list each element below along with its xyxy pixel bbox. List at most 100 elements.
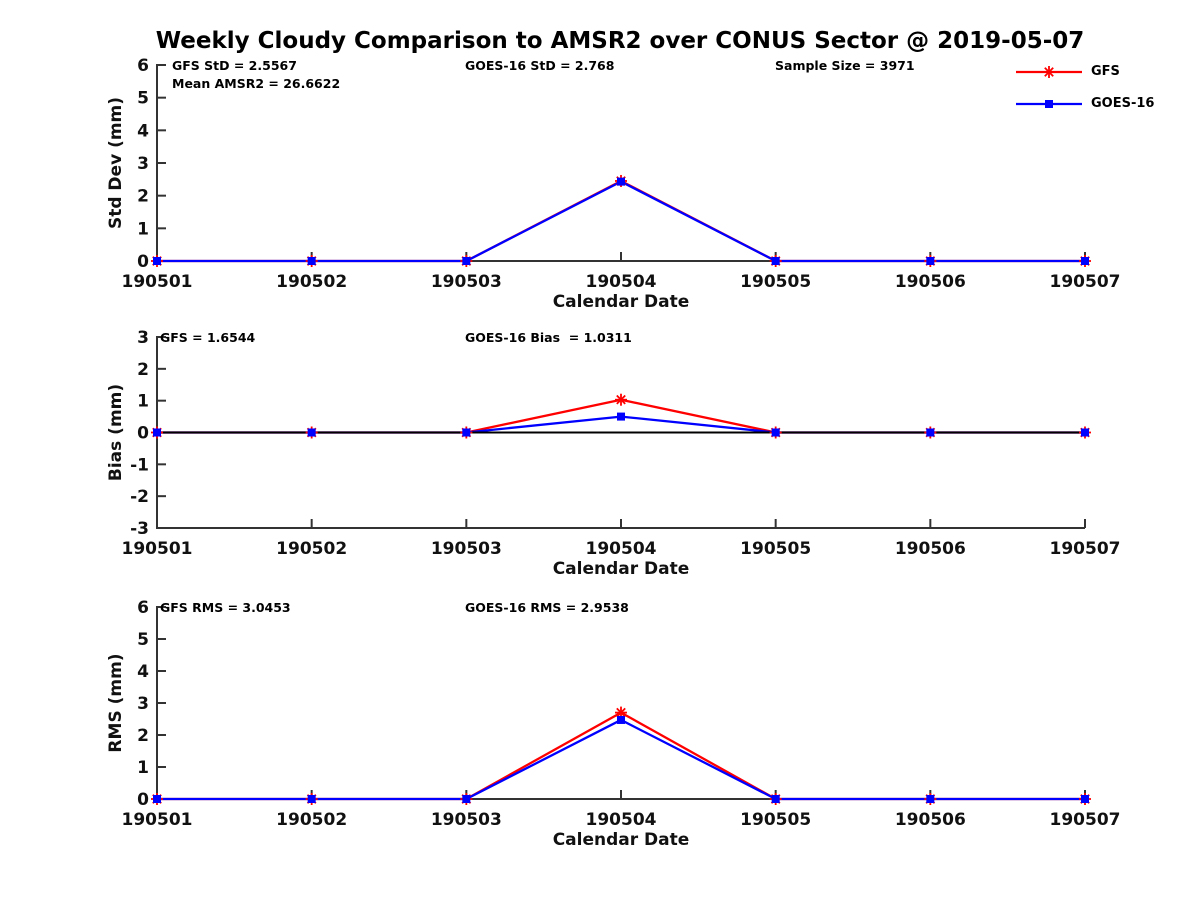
y-tick-label: 5 (137, 89, 149, 109)
x-tick-label: 190502 (276, 810, 347, 830)
goes16-square-marker (1081, 428, 1089, 437)
x-tick-label: 190507 (1050, 272, 1121, 292)
stddev-axes (156, 64, 1086, 262)
y-tick-label: -1 (130, 455, 149, 475)
x-tick-label: 190505 (740, 272, 811, 292)
stddev-annotations: GFS StD = 2.5567 Mean AMSR2 = 26.6622 GOES… (172, 58, 915, 91)
bias-annotations: GFS = 1.6544 GOES-16 Bias = 1.0311 (160, 330, 632, 345)
goes16-square-marker (153, 795, 161, 803)
goes16-line-square-icon (1016, 100, 1082, 108)
annotation-text: GFS RMS = 3.0453 (160, 600, 291, 615)
x-tick-label: 190504 (586, 272, 657, 292)
x-tick-label: 190501 (122, 539, 193, 559)
stddev-x-tick-labels: 190501 190502 190503 190504 190505 190506 1905… (122, 272, 1121, 292)
goes16-square-marker (153, 257, 161, 265)
y-tick-label: 4 (137, 662, 149, 682)
goes16-square-marker (771, 795, 780, 803)
x-tick-label: 190504 (586, 810, 657, 830)
y-tick-label: -2 (130, 487, 149, 507)
markers-goes-16 (153, 715, 1089, 803)
y-tick-label: 2 (137, 726, 149, 746)
rms-x-tick-labels: 190501 190502 190503 190504 190505 190506 1905… (122, 810, 1121, 830)
rms-ylabel: RMS (mm) (106, 653, 126, 752)
goes16-square-marker (771, 257, 780, 265)
annotation-text: GOES-16 RMS = 2.9538 (465, 600, 629, 615)
legend-label-goes16: GOES-16 (1091, 96, 1155, 111)
x-tick-label: 190505 (740, 810, 811, 830)
x-tick-label: 190502 (276, 539, 347, 559)
legend-label-gfs: GFS (1091, 64, 1120, 79)
chart-title: Weekly Cloudy Comparison to AMSR2 over C… (155, 28, 1085, 54)
goes16-square-marker (307, 795, 316, 803)
bias-ylabel: Bias (mm) (106, 384, 126, 481)
series-line-gfs (157, 179, 1085, 263)
bias-y-tick-labels: 3 2 1 0 -1 -2 -3 (130, 328, 149, 539)
series-line-goes-16 (157, 180, 1085, 263)
x-tick-label: 190507 (1050, 539, 1121, 559)
x-tick-label: 190503 (431, 539, 502, 559)
y-tick-label: 0 (137, 252, 149, 272)
x-tick-label: 190506 (895, 272, 966, 292)
series-line-goes-16 (157, 718, 1085, 801)
legend-item-gfs: GFS (1015, 64, 1154, 79)
bias-xlabel: Calendar Date (553, 559, 690, 579)
markers-goes-16 (153, 177, 1089, 265)
goes16-square-marker (617, 177, 625, 186)
y-tick-label: -3 (130, 519, 149, 539)
series-line-gfs (157, 711, 1085, 801)
gfs-asterisk-marker (615, 706, 627, 719)
y-tick-label: 4 (137, 121, 149, 141)
x-tick-label: 190501 (122, 272, 193, 292)
annotation-text: GFS = 1.6544 (160, 330, 256, 345)
rms-annotations: GFS RMS = 3.0453 GOES-16 RMS = 2.9538 (160, 600, 629, 615)
y-tick-label: 1 (137, 392, 149, 412)
legend: GFS GOES-16 (1015, 64, 1154, 111)
stddev-y-tick-labels: 6 5 4 3 2 1 0 (137, 56, 149, 272)
goes16-square-marker (1081, 257, 1089, 265)
annotation-text: Mean AMSR2 = 26.6622 (172, 76, 340, 91)
y-tick-label: 2 (137, 360, 149, 380)
y-tick-label: 1 (137, 758, 149, 778)
y-tick-label: 1 (137, 219, 149, 239)
markers-goes-16 (153, 412, 1089, 437)
x-tick-label: 190506 (895, 539, 966, 559)
gfs-line-asterisk-icon (1016, 66, 1082, 78)
goes16-square-marker (462, 428, 471, 437)
y-tick-label: 0 (137, 424, 149, 444)
x-tick-label: 190503 (431, 810, 502, 830)
bias-x-tick-labels: 190501 190502 190503 190504 190505 190506 1905… (122, 539, 1121, 559)
goes16-square-marker (307, 428, 316, 437)
y-tick-label: 3 (137, 694, 149, 714)
goes16-square-marker (1081, 795, 1089, 803)
y-tick-label: 3 (137, 154, 149, 174)
x-tick-label: 190503 (431, 272, 502, 292)
goes16-square-marker (462, 795, 471, 803)
x-tick-label: 190502 (276, 272, 347, 292)
annotation-text: GFS StD = 2.5567 (172, 58, 297, 73)
x-tick-label: 190505 (740, 539, 811, 559)
x-tick-label: 190501 (122, 810, 193, 830)
y-tick-label: 6 (137, 56, 149, 76)
goes16-square-marker (926, 428, 935, 437)
annotation-text: GOES-16 StD = 2.768 (465, 58, 614, 73)
y-tick-label: 0 (137, 790, 149, 810)
rms-axes (156, 606, 1086, 800)
y-tick-label: 5 (137, 630, 149, 650)
goes16-square-marker (771, 428, 780, 437)
stddev-xlabel: Calendar Date (553, 292, 690, 312)
goes16-square-marker (926, 795, 935, 803)
y-tick-label: 6 (137, 598, 149, 618)
goes16-square-marker (153, 428, 161, 437)
x-tick-label: 190504 (586, 539, 657, 559)
y-tick-label: 3 (137, 328, 149, 348)
goes16-square-marker (617, 715, 625, 724)
rms-y-tick-labels: 6 5 4 3 2 1 0 (137, 598, 149, 810)
y-tick-label: 2 (137, 187, 149, 207)
goes16-square-marker (617, 412, 625, 421)
x-tick-label: 190507 (1050, 810, 1121, 830)
rms-xlabel: Calendar Date (553, 830, 690, 850)
